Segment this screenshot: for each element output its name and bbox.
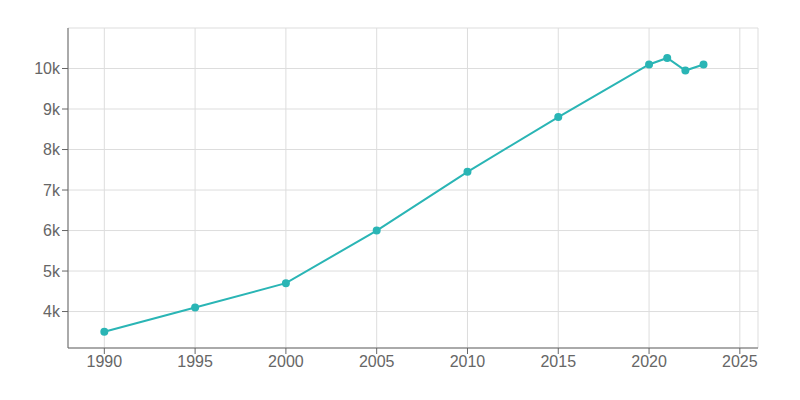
svg-text:7k: 7k	[43, 182, 61, 199]
svg-text:2020: 2020	[631, 353, 667, 370]
svg-text:2000: 2000	[268, 353, 304, 370]
svg-text:2005: 2005	[359, 353, 395, 370]
svg-text:2010: 2010	[450, 353, 486, 370]
svg-text:6k: 6k	[43, 222, 61, 239]
svg-text:2025: 2025	[722, 353, 758, 370]
svg-text:9k: 9k	[43, 101, 61, 118]
svg-text:10k: 10k	[34, 60, 61, 77]
svg-text:4k: 4k	[43, 303, 61, 320]
svg-text:1995: 1995	[177, 353, 213, 370]
svg-text:5k: 5k	[43, 263, 61, 280]
svg-text:1990: 1990	[87, 353, 123, 370]
svg-text:8k: 8k	[43, 141, 61, 158]
svg-text:2015: 2015	[540, 353, 576, 370]
